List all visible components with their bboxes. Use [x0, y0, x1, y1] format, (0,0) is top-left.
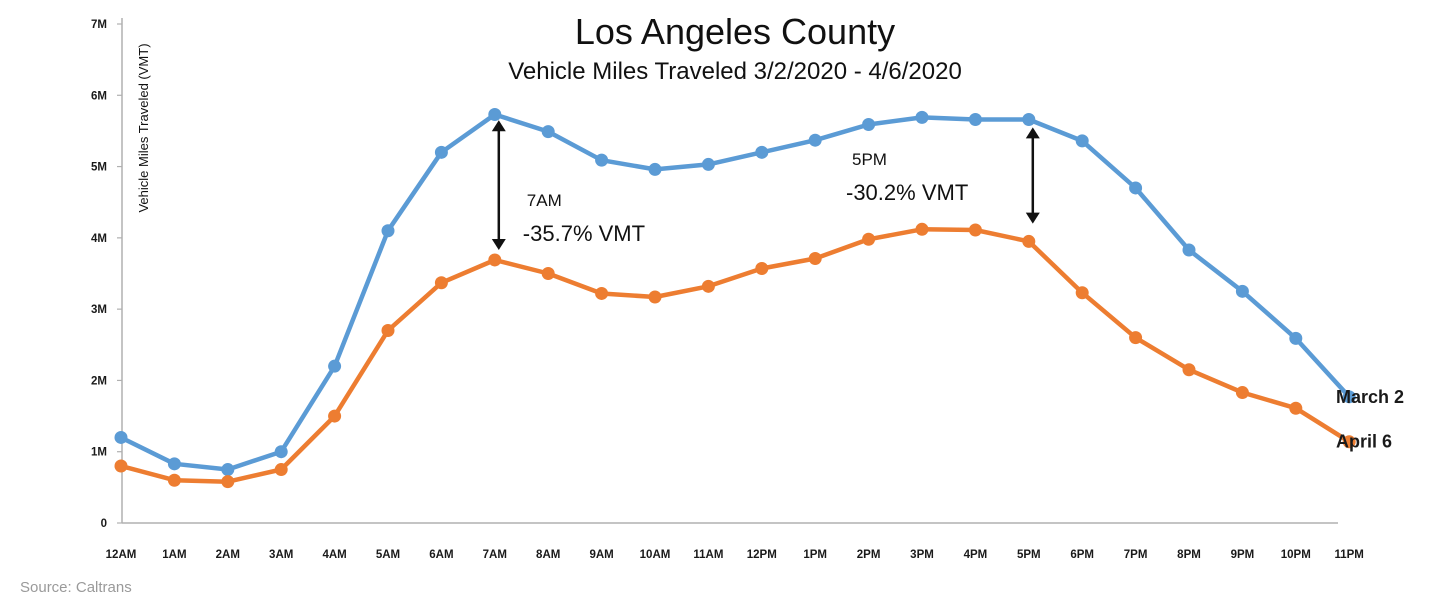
data-point: [221, 463, 235, 477]
y-tick-label: 3M: [91, 304, 107, 316]
annotation-arrowhead-up: [1025, 127, 1040, 139]
source-note: Source: Caltrans: [20, 579, 132, 596]
x-tick-label: 9PM: [1231, 549, 1255, 561]
x-tick-label: 6PM: [1070, 549, 1094, 561]
annotation-arrowhead-down: [491, 238, 506, 250]
data-point: [434, 276, 448, 290]
x-tick-label: 3PM: [910, 549, 934, 561]
data-point: [274, 445, 288, 459]
annotation-change-label: -30.2% VMT: [846, 180, 968, 205]
x-tick-label: 10PM: [1281, 549, 1311, 561]
y-tick-label: 6M: [91, 90, 107, 102]
data-point: [595, 286, 609, 300]
chart-title: Los Angeles County: [575, 11, 895, 52]
data-point: [968, 223, 982, 237]
x-tick-label: 12AM: [106, 549, 137, 561]
data-point: [274, 463, 288, 477]
data-point: [1182, 243, 1196, 257]
y-tick-label: 4M: [91, 233, 107, 245]
data-point: [808, 133, 822, 147]
data-point: [381, 224, 395, 238]
data-point: [1075, 134, 1089, 148]
data-point: [1235, 386, 1249, 400]
data-point: [1022, 113, 1036, 127]
data-point: [915, 110, 929, 124]
legend-label: April 6: [1336, 432, 1392, 452]
annotation-arrowhead-up: [491, 120, 506, 132]
x-tick-label: 11PM: [1334, 549, 1363, 561]
annotation-time-label: 5PM: [852, 150, 887, 169]
data-point: [1235, 284, 1249, 298]
y-axis-label: Vehicle Miles Traveled (VMT): [136, 43, 151, 212]
x-tick-label: 10AM: [640, 549, 671, 561]
data-point: [1075, 286, 1089, 300]
data-point: [328, 359, 342, 373]
x-tick-label: 8AM: [536, 549, 560, 561]
data-point: [862, 232, 876, 246]
y-tick-label: 1M: [91, 447, 107, 459]
series-line-april-6: [118, 227, 1352, 484]
x-tick-label: 4AM: [322, 549, 346, 561]
data-point: [1129, 181, 1143, 195]
data-point: [648, 290, 662, 304]
data-point: [541, 267, 555, 280]
y-tick-label: 5M: [91, 162, 107, 174]
data-point: [595, 153, 609, 167]
x-tick-label: 6AM: [429, 549, 453, 561]
data-point: [1182, 363, 1196, 377]
data-point: [1129, 331, 1143, 345]
data-point: [755, 145, 769, 159]
x-tick-label: 8PM: [1177, 549, 1201, 561]
data-point: [1022, 234, 1036, 248]
y-tick-label: 2M: [91, 375, 107, 387]
data-point: [114, 430, 128, 444]
data-point: [1289, 331, 1303, 345]
data-point: [648, 162, 662, 176]
data-point: [915, 222, 929, 236]
data-point: [1342, 435, 1356, 449]
data-point: [167, 473, 181, 487]
chart-subtitle: Vehicle Miles Traveled 3/2/2020 - 4/6/20…: [508, 58, 962, 85]
data-point: [541, 125, 555, 139]
annotation-time-label: 7AM: [527, 191, 562, 210]
x-tick-label: 12PM: [747, 549, 777, 561]
data-point: [701, 279, 715, 293]
legend-label: March 2: [1336, 387, 1404, 407]
data-point: [114, 459, 128, 473]
data-point: [1289, 401, 1303, 415]
data-point: [968, 113, 982, 127]
data-point: [488, 253, 502, 267]
annotation-arrowhead-down: [1025, 212, 1040, 224]
x-tick-label: 7AM: [483, 549, 507, 561]
x-tick-label: 5AM: [376, 549, 400, 561]
y-tick-label: 0: [101, 518, 107, 530]
data-point: [221, 475, 235, 489]
x-tick-label: 2AM: [216, 549, 240, 561]
data-point: [755, 262, 769, 276]
x-tick-label: 1PM: [803, 549, 827, 561]
x-tick-label: 11AM: [693, 549, 723, 561]
x-tick-label: 2PM: [857, 549, 881, 561]
x-tick-label: 1AM: [162, 549, 186, 561]
data-point: [434, 145, 448, 159]
data-point: [167, 457, 181, 471]
x-tick-label: 7PM: [1124, 549, 1148, 561]
data-point: [862, 118, 876, 132]
data-point: [808, 252, 822, 266]
x-tick-label: 9AM: [589, 549, 613, 561]
data-point: [381, 324, 395, 338]
data-point: [488, 108, 502, 122]
data-point: [1342, 390, 1356, 404]
data-point: [701, 157, 715, 171]
annotation-change-label: -35.7% VMT: [523, 221, 645, 246]
y-tick-label: 7M: [91, 19, 107, 31]
series-line-march-2: [118, 112, 1352, 472]
x-tick-label: 4PM: [964, 549, 988, 561]
x-tick-label: 3AM: [269, 549, 293, 561]
data-point: [328, 409, 342, 423]
x-tick-label: 5PM: [1017, 549, 1041, 561]
